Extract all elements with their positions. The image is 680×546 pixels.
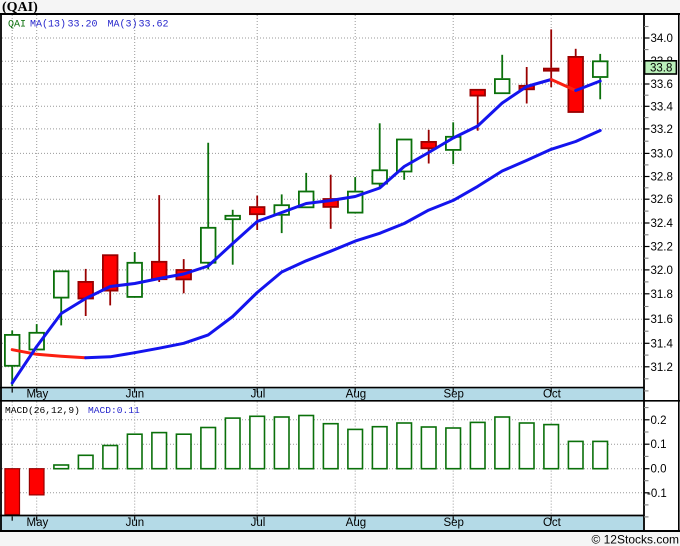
svg-text:MA(3): MA(3) [108, 19, 138, 31]
svg-text:May: May [27, 517, 49, 529]
svg-text:Oct: Oct [543, 517, 562, 529]
svg-text:33.62: 33.62 [139, 20, 169, 31]
svg-text:(QAI): (QAI) [2, 0, 38, 15]
svg-text:33.4: 33.4 [651, 101, 674, 113]
svg-text:31.8: 31.8 [651, 289, 673, 301]
svg-text:32.2: 32.2 [651, 242, 673, 254]
svg-text:Aug: Aug [346, 517, 366, 529]
svg-text:Oct: Oct [543, 389, 562, 401]
svg-text:32.4: 32.4 [651, 218, 674, 230]
svg-text:Sep: Sep [443, 389, 463, 401]
svg-text:31.6: 31.6 [651, 314, 673, 326]
svg-text:32.6: 32.6 [651, 194, 673, 206]
svg-text:Jul: Jul [251, 517, 266, 529]
svg-text:33.6: 33.6 [651, 79, 673, 91]
svg-text:31.2: 31.2 [651, 362, 673, 374]
svg-text:33.2: 33.2 [651, 124, 673, 136]
svg-text:-0.1: -0.1 [647, 488, 667, 500]
svg-text:MACD(26,12,9): MACD(26,12,9) [5, 405, 80, 416]
svg-text:33.20: 33.20 [68, 20, 98, 31]
svg-text:0.2: 0.2 [651, 415, 667, 427]
svg-text:Jul: Jul [251, 389, 266, 401]
svg-text:Aug: Aug [346, 389, 366, 401]
svg-text:Sep: Sep [443, 517, 463, 529]
svg-text:Jun: Jun [126, 517, 145, 529]
svg-text:33.0: 33.0 [651, 148, 673, 160]
svg-text:0.0: 0.0 [651, 464, 667, 476]
svg-text:QAI: QAI [8, 20, 26, 31]
svg-text:MACD:0.11: MACD:0.11 [88, 405, 140, 416]
svg-text:31.4: 31.4 [651, 338, 674, 350]
svg-text:May: May [27, 389, 49, 401]
svg-text:33.8: 33.8 [650, 62, 672, 74]
svg-text:0.1: 0.1 [651, 439, 667, 451]
svg-text:32.8: 32.8 [651, 172, 673, 184]
svg-text:32.0: 32.0 [651, 265, 673, 277]
svg-text:MA(13): MA(13) [30, 19, 66, 31]
svg-text:Jun: Jun [126, 389, 145, 401]
svg-text:© 12Stocks.com: © 12Stocks.com [591, 533, 679, 546]
svg-text:34.0: 34.0 [651, 33, 673, 45]
